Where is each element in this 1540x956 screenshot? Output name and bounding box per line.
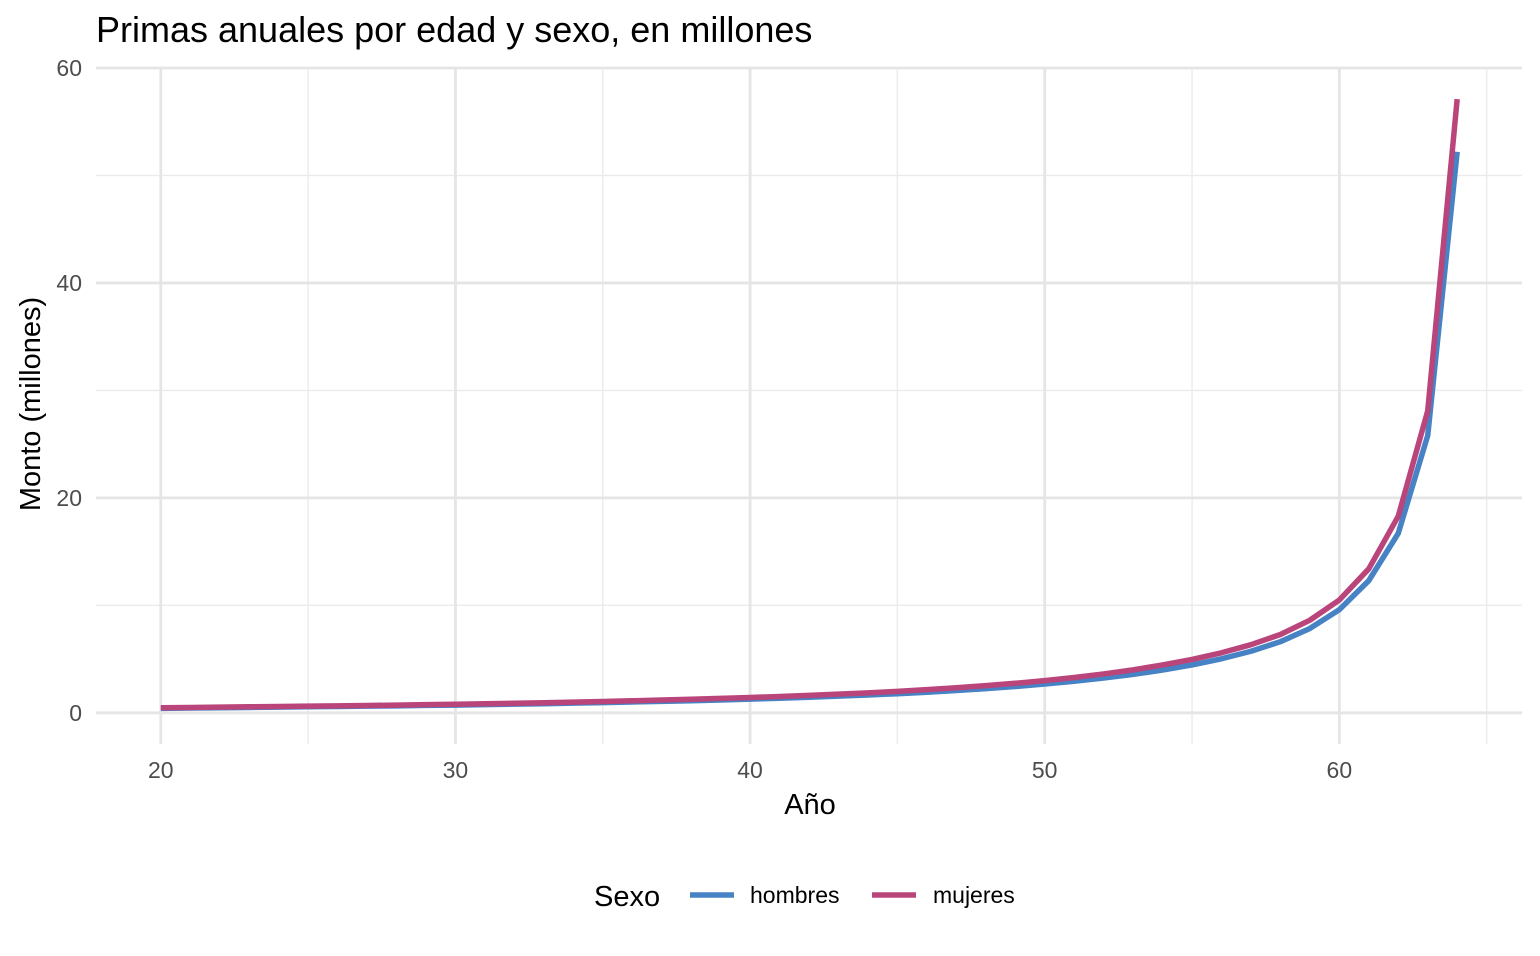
x-tick-label: 30 — [443, 757, 469, 783]
x-tick-label: 20 — [148, 757, 174, 783]
y-tick-label: 40 — [56, 270, 82, 296]
series-line-hombres — [160, 151, 1460, 712]
legend-label-mujeres: mujeres — [933, 882, 1015, 908]
series-lines — [160, 98, 1460, 712]
x-tick-label: 40 — [737, 757, 763, 783]
chart-title: Primas anuales por edad y sexo, en millo… — [96, 9, 812, 50]
y-axis-label: Monto (millones) — [15, 297, 47, 511]
legend-label-hombres: hombres — [750, 882, 839, 908]
legend-items: hombres mujeres — [690, 882, 1015, 908]
x-axis-label: Año — [784, 789, 836, 821]
series-line-mujeres — [160, 98, 1460, 711]
x-tick-label: 60 — [1327, 757, 1353, 783]
legend: Sexo hombres mujeres — [594, 881, 1015, 913]
y-axis-tick-labels: 0 20 40 60 — [56, 55, 82, 726]
x-axis-tick-labels: 20 30 40 50 60 — [148, 757, 1352, 783]
y-tick-label: 0 — [69, 700, 82, 726]
y-tick-label: 60 — [56, 55, 82, 81]
y-tick-label: 20 — [56, 485, 82, 511]
x-tick-label: 50 — [1032, 757, 1058, 783]
grid-lines — [96, 66, 1522, 744]
legend-title: Sexo — [594, 881, 660, 913]
